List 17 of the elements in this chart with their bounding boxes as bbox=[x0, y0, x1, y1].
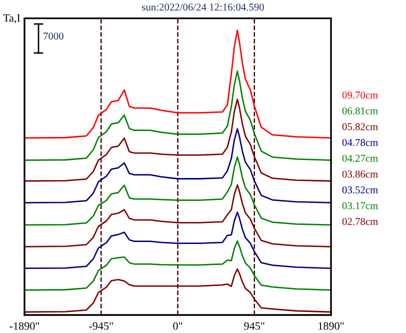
x-tick-label: -1890" bbox=[10, 322, 40, 330]
text: 06.81cm bbox=[342, 107, 378, 114]
x-tick-label: 1890" bbox=[318, 322, 344, 330]
y-axis-title: Ta,I bbox=[3, 14, 20, 24]
text: 02.78cm bbox=[342, 218, 378, 226]
annotation: 7000 bbox=[44, 32, 64, 40]
x-tick-label: -945" bbox=[89, 322, 113, 330]
text: 03.52cm bbox=[342, 186, 378, 194]
text: 05.82cm bbox=[342, 123, 378, 130]
text: 03.17cm bbox=[342, 202, 378, 210]
text: 04.78cm bbox=[342, 138, 378, 146]
x-tick-label: 0" bbox=[173, 322, 182, 330]
x-tick-label: 945" bbox=[244, 322, 264, 330]
text: 09.70cm bbox=[342, 92, 378, 99]
chart-title: sun:2022/06/24 12:16:04.590 bbox=[142, 4, 264, 11]
text: 03.86cm bbox=[342, 170, 378, 178]
text: 04.27cm bbox=[342, 154, 378, 162]
